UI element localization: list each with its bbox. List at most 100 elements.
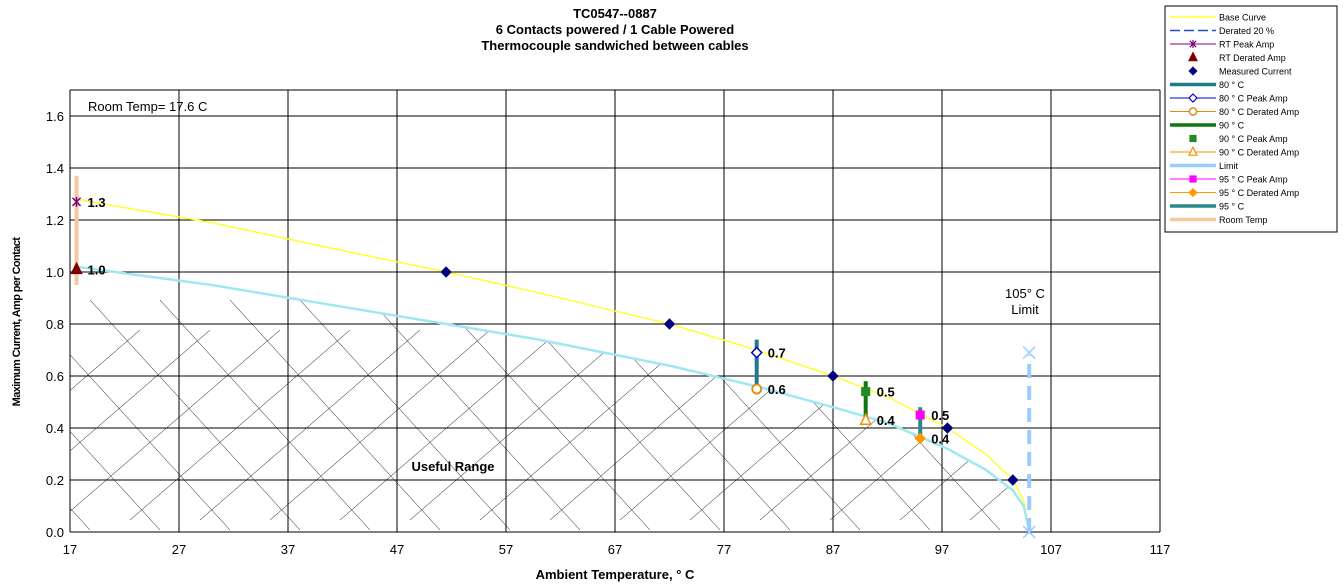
point-90-c-derated-amp — [859, 412, 872, 425]
y-tick-label: 1.2 — [46, 213, 64, 228]
marker-layer: 1.3 1.0 0.7 0.6 0.5 0.4 0.5 0.4 — [70, 195, 1036, 539]
legend-label-rt-derated-amp: RT Derated Amp — [1219, 53, 1286, 63]
series-derated-20-line — [76, 265, 1031, 533]
hatch-line — [159, 299, 371, 531]
legend-marker-shape-90-c-derated-amp — [1188, 145, 1198, 156]
hatch-line — [89, 299, 301, 531]
legend-marker-shape-80-c-derated-amp — [1188, 107, 1198, 116]
x-tick-label: 77 — [717, 542, 731, 557]
limit-marker — [1022, 525, 1036, 539]
y-tick-label: 0.8 — [46, 317, 64, 332]
x-tick-label: 117 — [1150, 542, 1171, 557]
data-label-95-c-peak-amp: 0.5 — [931, 408, 949, 423]
legend-label-80-c: 80 ° C — [1219, 80, 1245, 90]
legend: Base Curve Derated 20 % RT Peak Amp RT Dera… — [1164, 5, 1338, 233]
chart-title-line-3: Thermocouple sandwiched between cables — [481, 38, 748, 53]
hatch-line — [70, 329, 211, 452]
x-tick-label: 97 — [935, 542, 949, 557]
y-tick-label: 0.2 — [46, 473, 64, 488]
hatch-line — [70, 329, 281, 512]
legend-marker-shape-90-c-peak-amp — [1189, 134, 1197, 143]
point-80-c-derated-amp — [751, 383, 763, 395]
room-temp-note: Room Temp= 17.6 C — [88, 99, 207, 114]
data-label-80-c-peak-amp: 0.7 — [768, 346, 786, 361]
hatch-line — [339, 329, 561, 521]
data-label-80-c-derated-amp: 0.6 — [768, 382, 786, 397]
legend-label-90-c-derated-amp: 90 ° C Derated Amp — [1219, 148, 1299, 158]
hatch-line — [1139, 299, 1160, 323]
x-tick-label: 27 — [172, 542, 186, 557]
legend-marker-95-c-derated-amp — [1188, 187, 1198, 198]
hatch-line — [1320, 330, 1344, 520]
point-measured-current — [1007, 474, 1019, 486]
limit-note-line-1: 105° C — [1005, 286, 1045, 301]
chart-title-line-2: 6 Contacts powered / 1 Cable Powered — [496, 22, 734, 37]
y-tick-label: 1.6 — [46, 109, 64, 124]
hatch-line — [409, 329, 631, 521]
y-tick-label: 0.4 — [46, 421, 64, 436]
limit-marker-stroke — [1022, 346, 1036, 360]
hatch-line — [229, 299, 441, 531]
x-tick-label: 107 — [1040, 542, 1062, 557]
legend-marker-80-c-derated-amp — [1188, 107, 1198, 116]
legend-marker-shape-95-c-peak-amp — [1189, 175, 1197, 183]
legend-marker-95-c-peak-amp — [1189, 175, 1197, 183]
legend-label-measured-current: Measured Current — [1219, 67, 1292, 77]
data-label-90-c-derated-amp: 0.4 — [877, 413, 896, 428]
hatch-line — [1180, 330, 1344, 520]
hatch-line — [299, 299, 511, 531]
legend-marker-shape-80-c-peak-amp — [1188, 93, 1198, 103]
limit-marker-stroke — [1022, 525, 1036, 539]
x-tick-label: 37 — [281, 542, 295, 557]
hatch-line — [70, 431, 161, 531]
legend-marker-shape-rt-derated-amp — [1188, 51, 1198, 62]
x-tick-label: 47 — [390, 542, 404, 557]
legend-label-base-curve: Base Curve — [1219, 13, 1266, 23]
hatch-line — [1210, 300, 1344, 530]
legend-label-80-c-peak-amp: 80 ° C Peak Amp — [1219, 94, 1288, 104]
point-95-c-peak-amp — [915, 410, 925, 420]
hatch-line — [1280, 300, 1344, 530]
hatch-line — [199, 329, 421, 521]
hatch-line — [70, 354, 231, 531]
y-tick-label: 0.6 — [46, 369, 64, 384]
legend-label-limit: Limit — [1219, 161, 1239, 171]
legend-label-derated-20: Derated 20 % — [1219, 26, 1274, 36]
point-measured-current — [941, 422, 954, 434]
limit-note-line-2: Limit — [1011, 302, 1039, 317]
y-axis-title: Maximum Current, Amp per Contact — [11, 237, 23, 407]
point-measured-current — [663, 318, 676, 330]
legend-marker-shape-rt-peak-amp — [1189, 39, 1197, 48]
useful-range-label: Useful Range — [411, 459, 494, 474]
point-90-c-peak-amp — [861, 387, 871, 397]
legend-label-95-c-derated-amp: 95 ° C Derated Amp — [1219, 188, 1299, 198]
point-rt-derated-amp — [70, 261, 83, 275]
limit-marker — [1022, 346, 1036, 360]
legend-marker-90-c-derated-amp — [1188, 145, 1198, 156]
legend-label-room-temp: Room Temp — [1219, 215, 1267, 225]
data-label-95-c-derated-amp: 0.4 — [931, 431, 950, 446]
data-label-90-c-peak-amp: 0.5 — [877, 385, 895, 400]
hatch-line — [269, 329, 491, 521]
y-tick-label: 1.4 — [46, 161, 64, 176]
legend-label-90-c-peak-amp: 90 ° C Peak Amp — [1219, 134, 1288, 144]
useful-range-hatching — [70, 90, 1344, 532]
x-tick-label: 57 — [499, 542, 513, 557]
legend-marker-shape-95-c-derated-amp — [1188, 187, 1198, 198]
point-measured-current — [440, 266, 452, 278]
legend-label-90-c: 90 ° C — [1219, 121, 1245, 131]
legend-marker-90-c-peak-amp — [1189, 134, 1197, 143]
chart-title-line-1: TC0547--0887 — [573, 6, 657, 21]
point-measured-current — [827, 370, 839, 382]
legend-marker-80-c-peak-amp — [1188, 93, 1198, 103]
hatch-line — [369, 299, 581, 531]
legend-label-95-c-peak-amp: 95 ° C Peak Amp — [1219, 175, 1288, 185]
hatch-line — [129, 329, 351, 521]
legend-marker-measured-current — [1188, 66, 1198, 76]
y-tick-label: 0.0 — [46, 525, 64, 540]
legend-label-95-c: 95 ° C — [1219, 202, 1245, 212]
point-rt-peak-amp — [72, 196, 82, 207]
legend-marker-shape-measured-current — [1188, 66, 1198, 76]
tick-labels: 17 27 37 47 57 67 77 87 97 107 117 0.0 0.2 0.4 0.6 0.8 1… — [46, 109, 1170, 557]
